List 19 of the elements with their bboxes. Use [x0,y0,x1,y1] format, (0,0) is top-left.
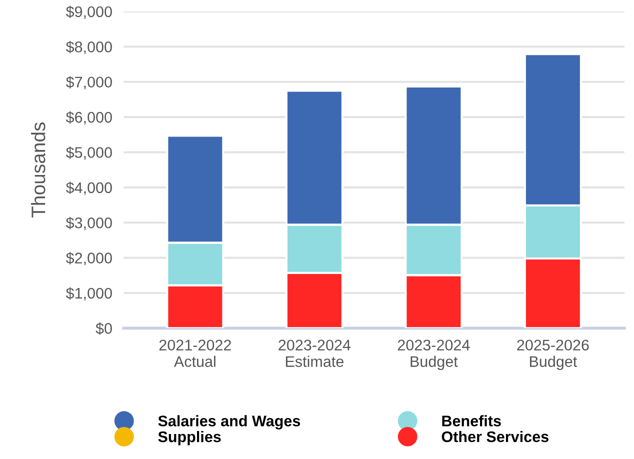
legend-label: Other Services [442,430,548,442]
y-tick-label: $4,000 [66,182,112,195]
y-tick-label: $0 [96,322,112,335]
y-tick-label: $9,000 [66,6,112,19]
y-tick-label: $7,000 [66,76,112,90]
y-tick-label: $3,000 [66,216,112,230]
x-tick-label: 2021-2022 Actual [159,340,231,367]
x-tick-label: 2025-2026 Budget [517,340,589,370]
x-tick-label: 2023-2024 Estimate [278,340,351,367]
y-tick-label: $2,000 [66,252,112,266]
y-tick-label: $8,000 [66,40,112,54]
y-axis-title: Thousands [31,122,46,218]
legend-label: Supplies [158,431,221,446]
legend-label: Salaries and Wages [158,415,300,430]
y-tick-label: $6,000 [66,111,112,125]
legend-label: Benefits [442,415,501,426]
y-tick-label: $1,000 [66,287,112,300]
x-tick-label: 2023-2024 Budget [398,340,470,370]
y-tick-label: $5,000 [66,146,112,160]
